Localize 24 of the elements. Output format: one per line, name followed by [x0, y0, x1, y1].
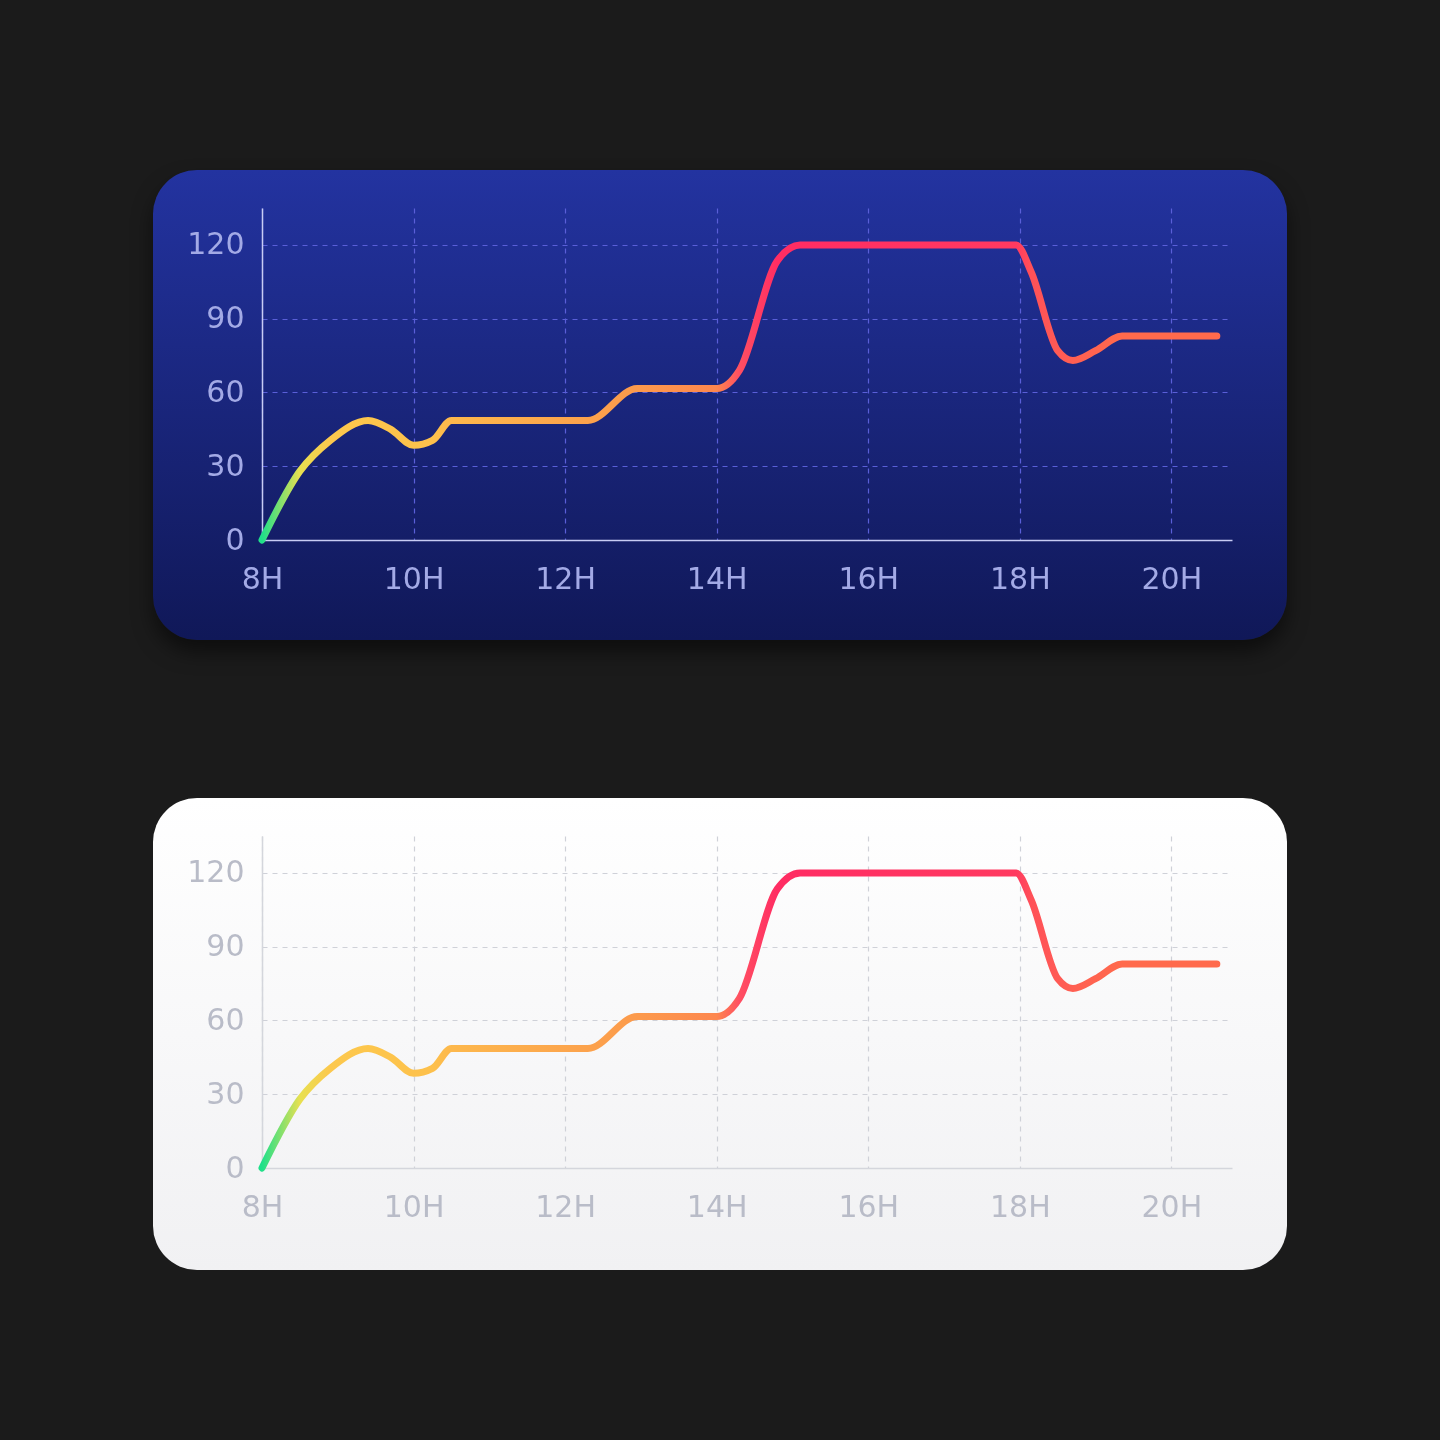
y-tick-label: 90 [206, 928, 245, 964]
x-tick-label: 12H [535, 560, 596, 596]
y-tick-label: 0 [225, 1149, 245, 1185]
y-tick-label: 0 [225, 521, 245, 557]
x-tick-label: 8H [241, 560, 284, 596]
y-tick-label: 90 [206, 300, 245, 336]
x-tick-label: 20H [1141, 560, 1203, 596]
x-tick-label: 10H [383, 560, 445, 596]
y-tick-label: 60 [206, 1001, 245, 1037]
x-tick-label: 14H [686, 1188, 748, 1224]
y-tick-label: 60 [206, 373, 245, 409]
x-tick-label: 14H [686, 560, 748, 596]
y-tick-label: 30 [206, 1075, 245, 1111]
x-tick-label: 12H [535, 1188, 596, 1224]
x-tick-label: 10H [383, 1188, 445, 1224]
x-tick-label: 20H [1141, 1188, 1203, 1224]
x-tick-label: 18H [989, 1188, 1051, 1224]
y-tick-label: 30 [206, 447, 245, 483]
x-tick-label: 16H [838, 1188, 900, 1224]
x-tick-label: 8H [241, 1188, 284, 1224]
y-tick-label: 120 [187, 854, 245, 890]
x-tick-label: 18H [989, 560, 1051, 596]
y-tick-label: 120 [187, 226, 245, 262]
x-tick-label: 16H [838, 560, 900, 596]
